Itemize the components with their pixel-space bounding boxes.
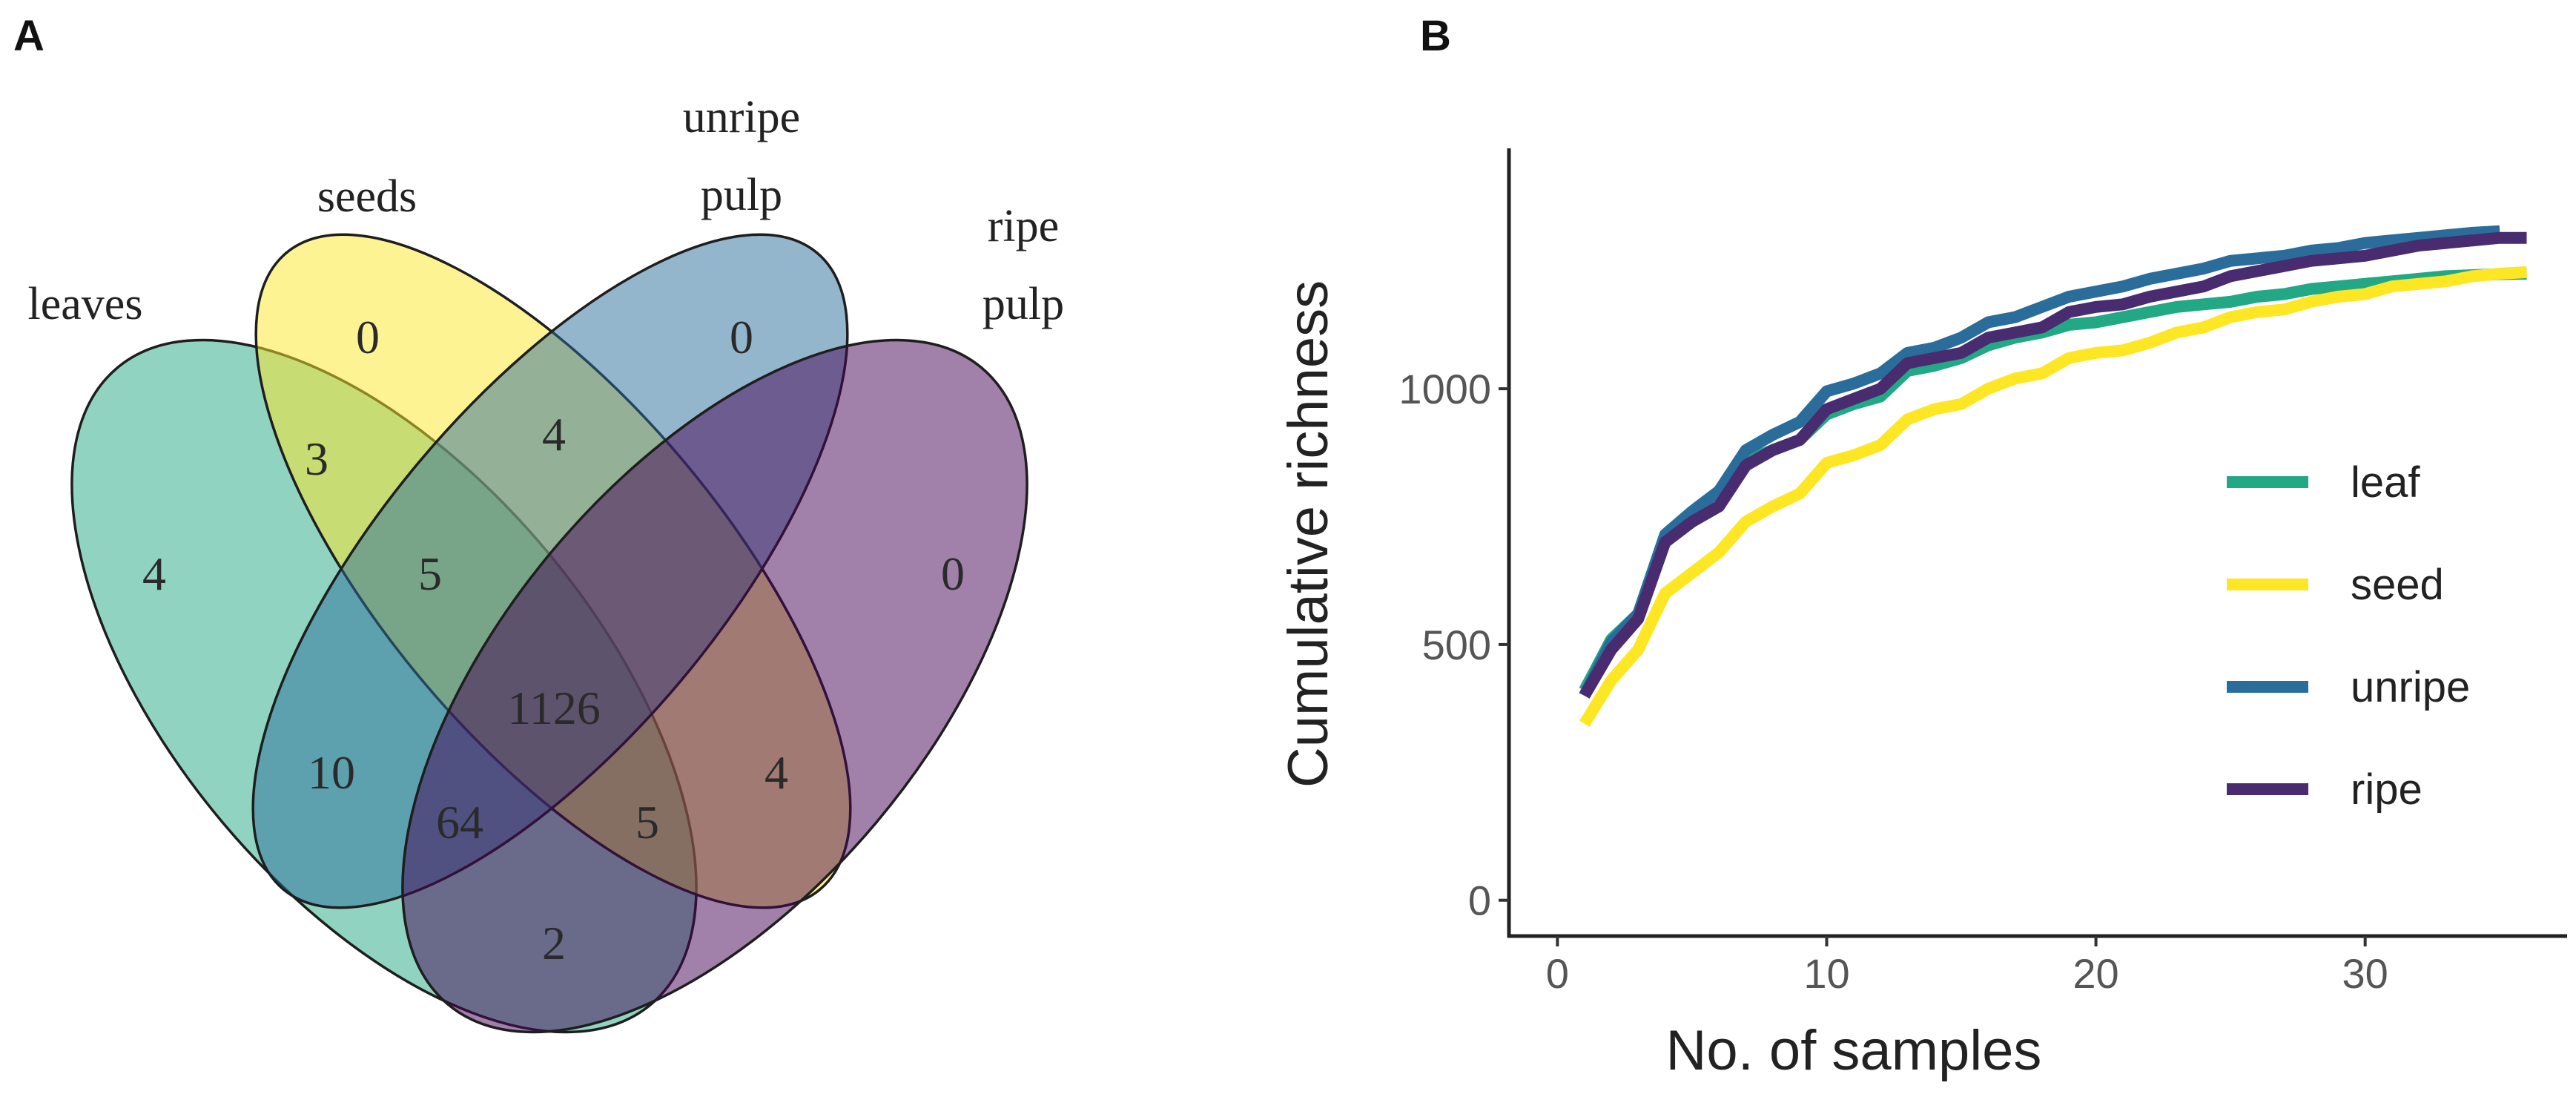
venn-label-ripe: pulp — [982, 279, 1064, 329]
panel-a-letter: A — [13, 12, 44, 60]
y-tick-label-0: 0 — [1468, 877, 1491, 924]
x-tick-label-0: 0 — [1546, 950, 1569, 997]
venn-count-leaves-unripe-ripe: 64 — [436, 796, 483, 849]
venn-count-leaves: 4 — [142, 547, 166, 600]
venn-count-leaves-seeds-unripe-ripe: 1126 — [507, 682, 601, 734]
x-tick-label-10: 10 — [1803, 950, 1849, 997]
series-line-unripe — [1579, 225, 2500, 699]
legend-label-unripe: unripe — [2351, 663, 2470, 711]
series-line-ripe — [1579, 231, 2527, 699]
y-tick-label-500: 500 — [1422, 622, 1491, 668]
venn-label-seeds: seeds — [317, 171, 417, 222]
venn-count-seeds-ripe: 4 — [764, 746, 788, 799]
venn-count-leaves-seeds-ripe: 5 — [635, 796, 659, 849]
venn-count-leaves-seeds-unripe: 5 — [418, 547, 442, 600]
legend-label-leaf: leaf — [2351, 458, 2420, 507]
venn-count-leaves-ripe: 2 — [542, 917, 566, 969]
venn-diagram: leaves seeds unripe pulp ripe pulp 4 0 0 0 3 4 5 112… — [28, 92, 1064, 1034]
legend-label-seed: seed — [2351, 561, 2444, 609]
venn-label-unripe: unripe — [683, 92, 800, 142]
series-line-seed — [1579, 266, 2527, 728]
venn-ellipse-ripe — [401, 338, 1028, 1034]
line-chart: 0 500 1000 0 10 20 30 leaf seed unripe ripe No. o… — [1277, 148, 2567, 1082]
x-tick-label-30: 30 — [2342, 950, 2388, 997]
y-tick-label-1000: 1000 — [1398, 366, 1491, 412]
venn-label-leaves: leaves — [28, 279, 143, 329]
venn-count-ripe: 0 — [941, 547, 965, 600]
y-axis-title: Cumulative richness — [1277, 280, 1340, 788]
x-axis-title: No. of samples — [1666, 1019, 2042, 1082]
venn-count-seeds-unripe: 4 — [542, 408, 566, 461]
venn-label-unripe: pulp — [701, 170, 782, 220]
venn-count-leaves-unripe: 10 — [308, 746, 355, 799]
panel-b-letter: B — [1420, 12, 1451, 60]
venn-count-unripe: 0 — [730, 311, 753, 363]
venn-label-ripe: ripe — [988, 201, 1059, 251]
venn-count-seeds: 0 — [356, 311, 380, 363]
legend-label-ripe: ripe — [2351, 765, 2423, 814]
venn-count-leaves-seeds: 3 — [305, 432, 328, 485]
x-tick-label-20: 20 — [2073, 950, 2118, 997]
